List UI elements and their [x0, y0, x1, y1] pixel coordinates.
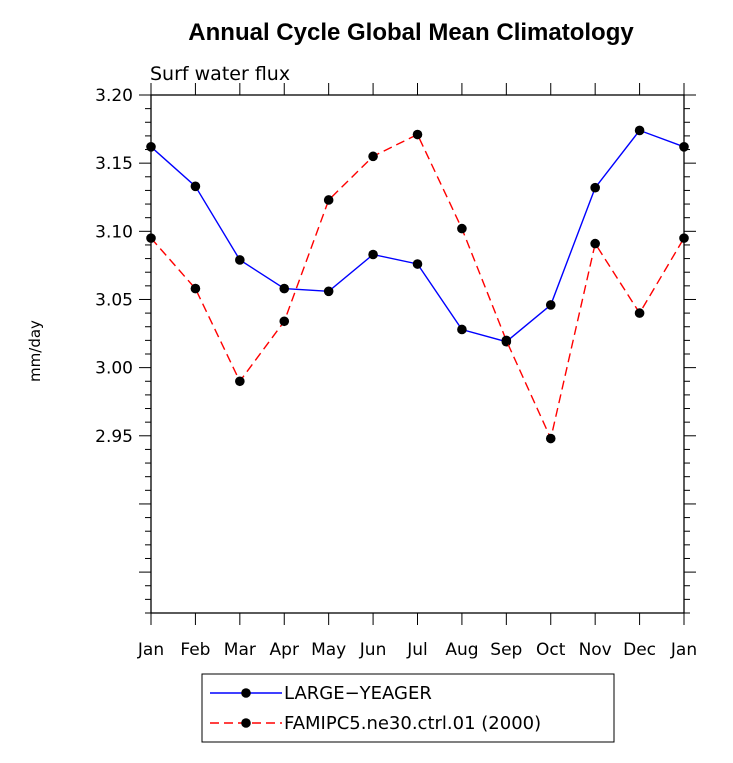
data-point [457, 324, 467, 335]
x-tick-label: Sep [490, 640, 522, 660]
x-tick-label: Jun [359, 640, 387, 660]
data-point [368, 151, 378, 162]
x-tick-label: Oct [536, 640, 566, 660]
axes: 2.95 3.00 3.05 3.10 3.15 3.20 Jan Feb Mar Apr May J… [95, 83, 697, 660]
chart-title: Annual Cycle Global Mean Climatology [188, 19, 634, 46]
chart-subtitle: Surf water flux [150, 63, 290, 85]
legend-marker [241, 688, 251, 698]
data-point [545, 433, 556, 444]
y-tick-label: 3.00 [95, 359, 133, 379]
data-point [634, 125, 645, 136]
series-1 [146, 125, 689, 347]
legend-label: FAMIPC5.ne30.ctrl.01 (2000) [284, 713, 541, 734]
data-point [146, 142, 156, 152]
x-tick-label: Jul [406, 640, 428, 660]
data-point [412, 129, 423, 140]
x-tick-label: Dec [623, 640, 656, 660]
data-point [412, 259, 423, 269]
x-tick-label: May [311, 640, 346, 660]
data-point [235, 255, 245, 265]
data-point [368, 249, 378, 260]
x-tick-label: Jan [137, 640, 164, 660]
data-point [323, 195, 334, 205]
data-point [190, 181, 201, 192]
y-tick-label: 3.05 [95, 290, 133, 310]
data-point [235, 376, 245, 387]
x-tick-label: Jan [670, 640, 697, 660]
x-tick-label: Feb [180, 640, 210, 660]
legend-marker [241, 718, 251, 728]
x-tick-label: Mar [224, 640, 256, 660]
legend-label: LARGE−YEAGER [284, 683, 432, 704]
series-2 [146, 129, 689, 444]
plot-frame [150, 94, 685, 614]
legend: LARGE−YEAGER FAMIPC5.ne30.ctrl.01 (2000) [201, 673, 615, 743]
data-point [146, 233, 156, 243]
data-point [590, 182, 600, 193]
data-point [457, 223, 467, 234]
x-tick-label: Nov [579, 640, 612, 660]
y-tick-label: 3.20 [95, 86, 133, 106]
data-point [679, 142, 689, 152]
data-point [190, 283, 201, 294]
y-tick-label: 3.15 [95, 154, 133, 174]
y-tick-label: 2.95 [95, 427, 133, 447]
y-tick-label: 3.10 [95, 222, 133, 242]
series-line [150, 129, 685, 343]
data-point [501, 335, 512, 346]
x-tick-label: Apr [270, 640, 299, 660]
data-point [323, 286, 334, 297]
data-point [279, 316, 290, 327]
data-point [590, 238, 600, 249]
y-axis-label: mm/day [26, 320, 44, 382]
series-line [150, 133, 685, 441]
data-point [279, 283, 290, 294]
series-layer [146, 125, 689, 444]
data-point [545, 300, 556, 310]
legend-box [201, 673, 615, 743]
data-point [634, 308, 645, 318]
x-tick-label: Aug [445, 640, 478, 660]
data-point [679, 233, 689, 243]
